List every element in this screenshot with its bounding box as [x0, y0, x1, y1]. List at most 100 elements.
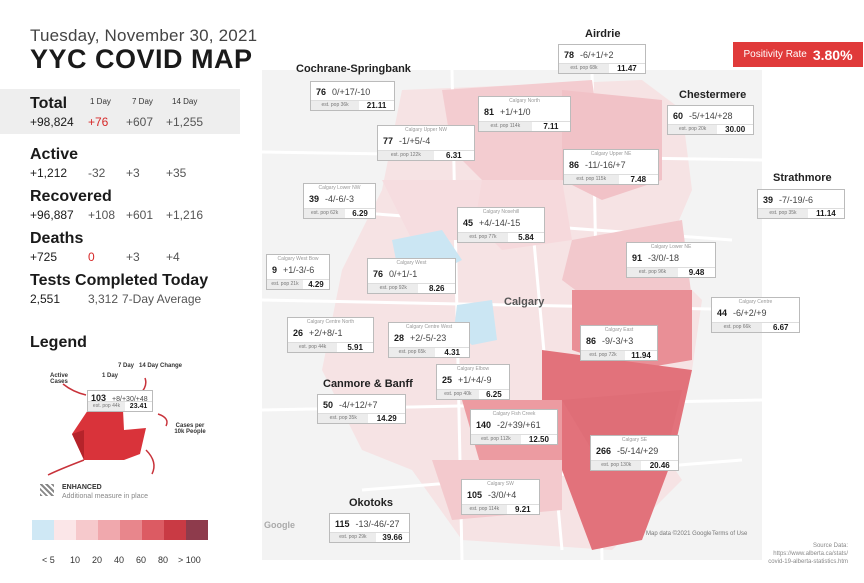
legend-active-label: Active Cases: [49, 373, 68, 385]
region-box-strathmore[interactable]: 39 -7/-19/-6 est. pop 35k 11.14: [757, 189, 845, 219]
region-pop: est. pop 112k: [471, 435, 521, 444]
scale-swatch: [120, 520, 142, 540]
region-name: Calgary Upper NE: [590, 151, 632, 157]
legend-enhanced-title: ENHANCED: [62, 484, 102, 491]
region-pop: est. pop 122k: [378, 151, 434, 160]
region-pop: est. pop 36k: [311, 101, 360, 110]
region-active: 86: [569, 160, 580, 170]
source-link-2[interactable]: covid-19-alberta-statistics.htm: [768, 559, 848, 565]
region-box-cochrane[interactable]: 76 0/+17/-10 est. pop 36k 21.11: [310, 81, 395, 111]
region-name-cochrane: Cochrane-Springbank: [296, 63, 411, 75]
region-pop: est. pop 115k: [564, 175, 619, 184]
scale-label: 20: [92, 555, 103, 565]
scale-label: 10: [70, 555, 81, 565]
region-rate: 4.31: [444, 348, 460, 357]
legend-arrow-rate: [157, 413, 168, 427]
region-box-east[interactable]: Calgary East 86 -9/-3/+3 est. pop 72k 11.9…: [580, 325, 658, 361]
region-pop: est. pop 65k: [389, 348, 436, 357]
region-box-canmore[interactable]: 50 -4/+12/+7 est. pop 35k 14.29: [317, 394, 406, 424]
region-name: Calgary Lower NE: [650, 244, 692, 250]
region-rate: 11.14: [816, 209, 836, 218]
stat-total-1day: +76: [88, 115, 109, 129]
region-active: 60: [673, 111, 684, 121]
legend-sample-changes: +8/+30/+48: [112, 396, 148, 403]
scale-swatch: [76, 520, 98, 540]
source-link-1[interactable]: https://www.alberta.ca/stats/: [773, 551, 848, 557]
region-active: 25: [442, 375, 453, 385]
region-name-canmore: Canmore & Banff: [323, 378, 413, 390]
scale-swatch: [186, 520, 208, 540]
stat-tests-label: Tests Completed Today: [30, 272, 209, 289]
region-box-upper-ne[interactable]: Calgary Upper NE 86 -11/-16/+7 est. pop 1…: [563, 149, 659, 185]
region-active: 28: [394, 333, 405, 343]
region-box-nosehill[interactable]: Calgary Nosehill 45 +4/-14/-15 est. pop 7…: [457, 207, 545, 243]
region-rate: 8.26: [428, 284, 445, 293]
scale-swatch: [164, 520, 186, 540]
region-rate: 5.84: [518, 233, 534, 242]
positivity-value: 3.80%: [812, 46, 853, 63]
region-box-lower-ne[interactable]: Calgary Lower NE 91 -3/0/-18 est. pop 96k…: [626, 242, 716, 278]
region-box-sw[interactable]: Calgary SW 105 -3/0/+4 est. pop 114k 9.21: [461, 479, 540, 515]
region-box-okotoks[interactable]: 115 -13/-46/-27 est. pop 29k 39.66: [329, 513, 410, 543]
color-scale: [32, 520, 208, 540]
scale-swatch: [142, 520, 164, 540]
region-box-elbow[interactable]: Calgary Elbow 25 +1/+4/-9 est. pop 40k 6.2…: [436, 364, 510, 400]
region-box-centre-north[interactable]: Calgary Centre North 26 +2/+8/-1 est. pop…: [287, 317, 374, 353]
region-active: 45: [463, 218, 474, 228]
region-pop: est. pop 66k: [712, 323, 763, 332]
region-box-upper-nw[interactable]: Calgary Upper NW 77 -1/+5/-4 est. pop 122…: [377, 125, 475, 161]
region-box-chestermere[interactable]: 60 -5/+14/+28 est. pop 20k 30.00: [667, 105, 754, 135]
scale-swatch: [32, 520, 54, 540]
region-changes: +2/-5/-23: [410, 333, 447, 343]
region-name: Calgary West Bow: [277, 256, 319, 262]
region-pop: est. pop 114k: [479, 122, 532, 131]
region-pop: est. pop 44k: [288, 343, 338, 352]
region-box-centre[interactable]: Calgary Centre 44 -6/+2/+9 est. pop 66k 6.…: [711, 297, 800, 333]
positivity-label: Positivity Rate: [743, 49, 807, 60]
stat-active-7day: +3: [126, 166, 140, 180]
region-rate: 7.48: [630, 175, 647, 184]
region-changes: 0/+1/-1: [389, 269, 418, 279]
region-rate: 9.21: [515, 505, 531, 514]
legend-title: Legend: [30, 334, 87, 351]
stat-recovered: Recovered +96,887 +108 +601 +1,216: [30, 188, 203, 222]
region-box-centre-west[interactable]: Calgary Centre West 28 +2/-5/-23 est. pop…: [388, 322, 470, 358]
region-changes: -5/+14/+28: [689, 111, 733, 121]
enhanced-hatch-icon: [40, 484, 54, 496]
region-pop: est. pop 29k: [330, 533, 376, 542]
region-changes: +1/+4/-9: [458, 375, 492, 385]
legend-7day-label: 7 Day: [118, 363, 135, 369]
legend-arrow-area: [145, 449, 155, 475]
region-box-lower-nw[interactable]: Calgary Lower NW 39 -4/-6/-3 est. pop 62k…: [303, 183, 376, 219]
col-header-1day: 1 Day: [90, 97, 111, 106]
region-rate: 6.25: [486, 390, 502, 399]
stat-tests: Tests Completed Today: [30, 272, 208, 290]
map-terms-link[interactable]: Terms of Use: [712, 531, 748, 537]
stat-recovered-14day: +1,216: [166, 208, 204, 222]
region-active: 115: [335, 519, 350, 529]
stat-deaths-label: Deaths: [30, 230, 84, 247]
scale-swatch: [98, 520, 120, 540]
region-active: 39: [309, 194, 320, 204]
region-box-se[interactable]: Calgary SE 266 -5/-14/+29 est. pop 130k 20…: [590, 435, 679, 471]
scale-label: 80: [158, 555, 169, 565]
region-pop: est. pop 62k: [304, 209, 346, 218]
region-rate: 21.11: [366, 101, 387, 110]
region-box-airdrie[interactable]: 78 -6/+1/+2 est. pop 68k 11.47: [558, 44, 646, 74]
region-box-fish-creek[interactable]: Calgary Fish Creek 140 -2/+39/+61 est. po…: [470, 409, 558, 445]
region-box-west[interactable]: Calgary West 76 0/+1/-1 est. pop 92k 8.26: [367, 258, 456, 294]
scale-label: < 5: [42, 555, 55, 565]
region-box-west-bow[interactable]: Calgary West Bow 9 +1/-3/-6 est. pop 21k 4…: [266, 254, 330, 290]
legend-diagram: [47, 377, 168, 476]
legend-region-shade: [72, 430, 84, 460]
region-changes: -4/+12/+7: [339, 400, 378, 410]
region-active: 39: [763, 195, 774, 205]
region-name: Calgary Nosehill: [482, 209, 520, 215]
region-pop: est. pop 92k: [368, 284, 419, 293]
region-active: 91: [632, 253, 643, 263]
region-rate: 12.50: [528, 435, 549, 444]
region-rate: 11.47: [617, 64, 637, 73]
region-box-north[interactable]: Calgary North 81 +1/+1/0 est. pop 114k 7.1…: [478, 96, 571, 132]
region-name: Calgary North: [509, 98, 540, 104]
stat-tests-value: 2,551: [30, 292, 61, 306]
